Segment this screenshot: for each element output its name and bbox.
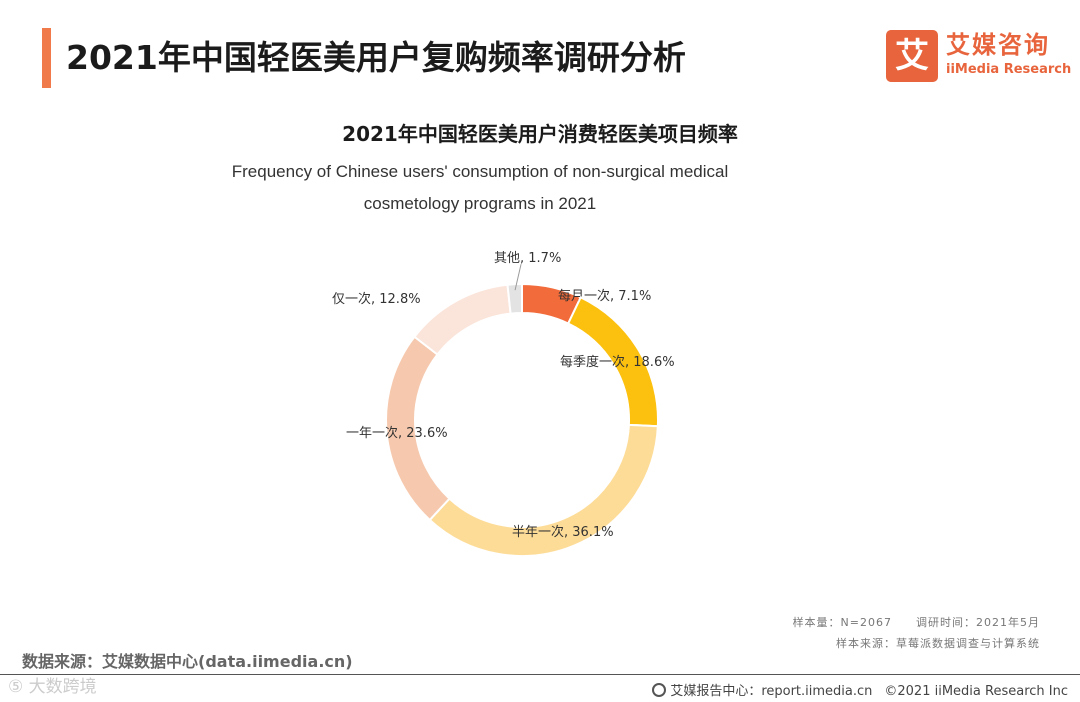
footer-divider [0,674,1080,675]
slice-label-0: 每月一次, 7.1% [558,288,651,304]
chart-subtitle-line-1: Frequency of Chinese users' consumption … [231,162,729,181]
iimedia-logo: 艾 艾媒咨询 iiMedia Research [886,30,1071,82]
donut-slice-5 [506,282,523,315]
logo-name-cn: 艾媒咨询 [946,31,1050,59]
data-source: 数据来源：艾媒数据中心(data.iimedia.cn) [22,652,353,671]
chart-title: 2021年中国轻医美用户消费轻医美项目频率 [342,122,738,146]
report-center-link[interactable]: 艾媒报告中心：report.iimedia.cn [670,684,873,699]
donut-slice-4 [413,283,512,356]
slice-label-4: 仅一次, 12.8% [332,291,421,307]
slice-label-5: 其他, 1.7% [494,251,561,266]
slice-label-2: 半年一次, 36.1% [512,524,614,540]
leader-line-5 [514,264,522,291]
title-accent-bar [42,28,51,88]
watermark: ⑤ 大数跨境 [8,677,97,697]
sample-note: 样本量：N=2067 调研时间：2021年5月 样本来源：草莓派数据调查与计算系… [793,612,1040,654]
slice-label-1: 每季度一次, 18.6% [560,354,675,370]
logo-name-en: iiMedia Research [946,62,1072,77]
page-title: 2021年中国轻医美用户复购频率调研分析 [66,38,686,77]
globe-icon [652,683,667,697]
sample-source-note: 样本来源：草莓派数据调查与计算系统 [836,637,1040,650]
sample-size-note: 样本量：N=2067 调研时间：2021年5月 [792,616,1040,629]
chart-subtitle-line-2: cosmetology programs in 2021 [363,194,597,213]
chart-subtitle: Frequency of Chinese users' consumption … [220,156,740,220]
copyright: ©2021 iiMedia Research Inc [884,684,1068,699]
slice-label-3: 一年一次, 23.6% [346,425,448,441]
logo-mark: 艾 [886,30,938,82]
footer-info: 艾媒报告中心：report.iimedia.cn ©2021 iiMedia Re… [652,680,1068,699]
